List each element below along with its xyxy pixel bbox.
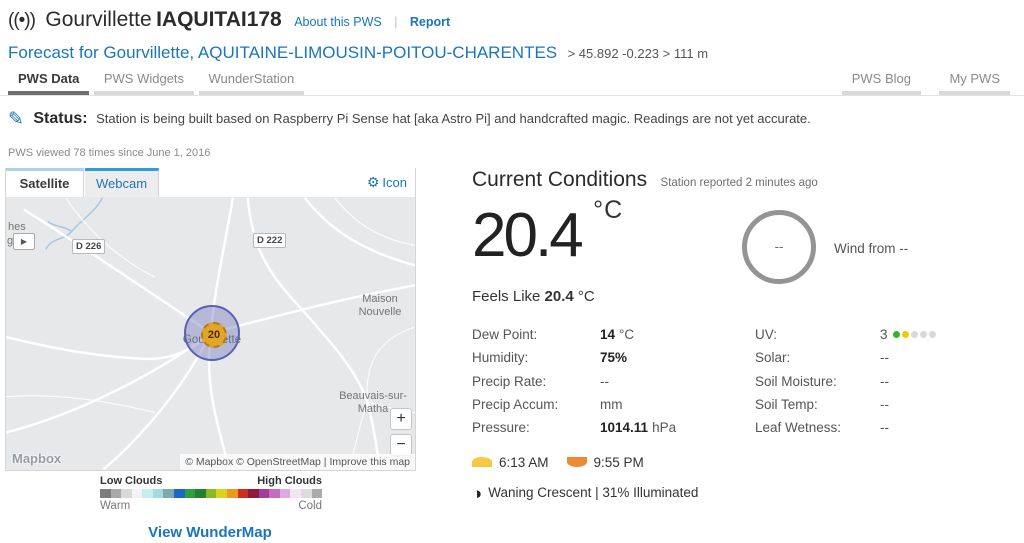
road-shield-d222: D 222 (253, 233, 287, 248)
moon-phase-icon: ◑ (472, 484, 483, 503)
view-wundermap-link[interactable]: View WunderMap (148, 524, 272, 541)
station-reported-time: Station reported 2 minutes ago (660, 177, 818, 189)
legend-warm: Warm (100, 500, 131, 512)
table-row-leaf-wetness: Leaf Wetness: -- (755, 420, 889, 436)
table-row-pressure: Pressure: 1014.11 hPa (472, 420, 677, 436)
table-row-precip-rate: Precip Rate: -- (472, 373, 609, 389)
mapbox-logo[interactable]: Mapbox (12, 451, 62, 466)
edit-pencil-icon: ✎ (8, 109, 24, 130)
tab-satellite[interactable]: Satellite (6, 168, 84, 197)
road-shield-d226: D 226 (72, 239, 106, 254)
status-text: Station is being built based on Raspberr… (96, 111, 811, 126)
map-roads-graphic (6, 197, 415, 470)
current-conditions-section: Current Conditions Station reported 2 mi… (472, 168, 1024, 543)
legend-high-clouds: High Clouds (257, 475, 322, 487)
legend-cold: Cold (298, 500, 322, 512)
moon-phase-text: Waning Crescent | 31% Illuminated (488, 485, 699, 500)
table-row-soil-temp: Soil Temp: -- (755, 397, 889, 413)
table-row-solar: Solar: -- (755, 350, 889, 366)
table-row-uv: UV: 3 (755, 323, 1024, 346)
conditions-table-right: UV: 3 Solar: -- Soil Moisture: -- Soil Temp… (755, 323, 1024, 439)
zoom-out-button[interactable]: − (390, 434, 412, 456)
tab-wunderstation[interactable]: WunderStation (198, 68, 305, 95)
feels-like-value: 20.4 (544, 288, 574, 305)
map-edge-label: g (7, 235, 14, 247)
table-row-precip-accum: Precip Accum: mm (472, 397, 623, 413)
feels-like-unit: °C (577, 288, 595, 305)
zoom-in-button[interactable]: + (390, 408, 412, 430)
feels-like: Feels Like 20.4 °C (472, 288, 595, 305)
table-row-humidity: Humidity: 75% (472, 350, 628, 366)
cloud-legend: Low Clouds High Clouds Warm Cold (100, 475, 323, 512)
attribution-text: © Mapbox © OpenStreetMap | (185, 456, 327, 468)
broadcast-icon: ((•)) (8, 10, 36, 31)
header-separator: | (394, 15, 398, 29)
tab-my-pws[interactable]: My PWS (939, 68, 1010, 95)
map-tab-bar: Satellite Webcam ⚙ Icon (6, 168, 415, 197)
map-place-beauvais-sur-matha: Beauvais-sur-Matha (339, 390, 407, 415)
tab-pws-blog[interactable]: PWS Blog (841, 68, 921, 95)
map-attribution: © Mapbox © OpenStreetMap | Improve this … (180, 454, 415, 470)
table-row-dew-point: Dew Point: 14 °C (472, 327, 635, 343)
sunset-icon (566, 457, 587, 467)
temperature-display: 20.4 °C (472, 196, 623, 271)
marker-temperature-badge: 20 (201, 322, 227, 348)
table-row-soil-moisture: Soil Moisture: -- (755, 373, 889, 389)
legend-color-bar (100, 489, 323, 498)
map-zoom-controls: + − (390, 408, 412, 460)
map-edge-label: hes (8, 221, 26, 233)
gear-icon: ⚙ (366, 174, 380, 190)
wind-compass: -- (742, 210, 816, 284)
webcam-play-marker[interactable]: ▶ (13, 233, 35, 250)
forecast-row: Forecast for Gourvillette, AQUITAINE-LIM… (8, 43, 708, 63)
legend-low-clouds: Low Clouds (100, 475, 163, 487)
station-map-marker[interactable]: 20 (184, 305, 240, 361)
map-panel: Satellite Webcam ⚙ Icon (5, 168, 416, 471)
station-city: Gourvillette (45, 8, 152, 31)
tab-pws-widgets[interactable]: PWS Widgets (93, 68, 195, 95)
moon-phase-row: ◑ Waning Crescent | 31% Illuminated (472, 484, 698, 504)
temperature-unit: °C (593, 196, 624, 224)
map-canvas[interactable]: D 226 D 222 Maison Nouvelle Beauvais-sur… (6, 197, 415, 470)
station-coordinates: > 45.892 -0.223 > 111 m (567, 46, 709, 61)
wind-value: -- (774, 239, 784, 254)
uv-index-dots (892, 331, 938, 339)
status-label: Status: (33, 110, 88, 127)
status-row: ✎ Status: Station is being built based o… (8, 108, 1008, 131)
pws-view-count: PWS viewed 78 times since June 1, 2016 (8, 147, 211, 159)
map-place-maison-nouvelle: Maison Nouvelle (358, 293, 402, 318)
sunrise-sunset-row: 6:13 AM 9:55 PM (472, 455, 644, 470)
map-icon-button[interactable]: ⚙ Icon (366, 174, 407, 190)
tab-pws-data[interactable]: PWS Data (8, 68, 90, 95)
tab-webcam[interactable]: Webcam (85, 168, 159, 197)
report-link[interactable]: Report (409, 15, 451, 29)
main-tab-bar: PWS Data PWS Widgets WunderStation PWS B… (0, 68, 1024, 96)
wind-from-label: Wind from -- (834, 241, 909, 256)
improve-map-link[interactable]: Improve this map (329, 456, 410, 468)
temperature-value: 20.4 (472, 201, 584, 270)
conditions-table-left: Dew Point: 14 °C Humidity: 75% Precip Rate:… (472, 323, 742, 439)
forecast-link[interactable]: Forecast for Gourvillette, AQUITAINE-LIM… (8, 43, 558, 62)
sunset-time: 9:55 PM (593, 455, 644, 470)
play-icon: ▶ (20, 237, 28, 246)
current-conditions-title: Current Conditions (472, 168, 648, 191)
sunrise-icon (472, 457, 492, 467)
station-header: ((•)) Gourvillette IAQUITAI178 About thi… (8, 8, 450, 32)
sunrise-time: 6:13 AM (499, 455, 549, 470)
about-pws-link[interactable]: About this PWS (294, 15, 382, 29)
station-id: IAQUITAI178 (156, 8, 282, 31)
